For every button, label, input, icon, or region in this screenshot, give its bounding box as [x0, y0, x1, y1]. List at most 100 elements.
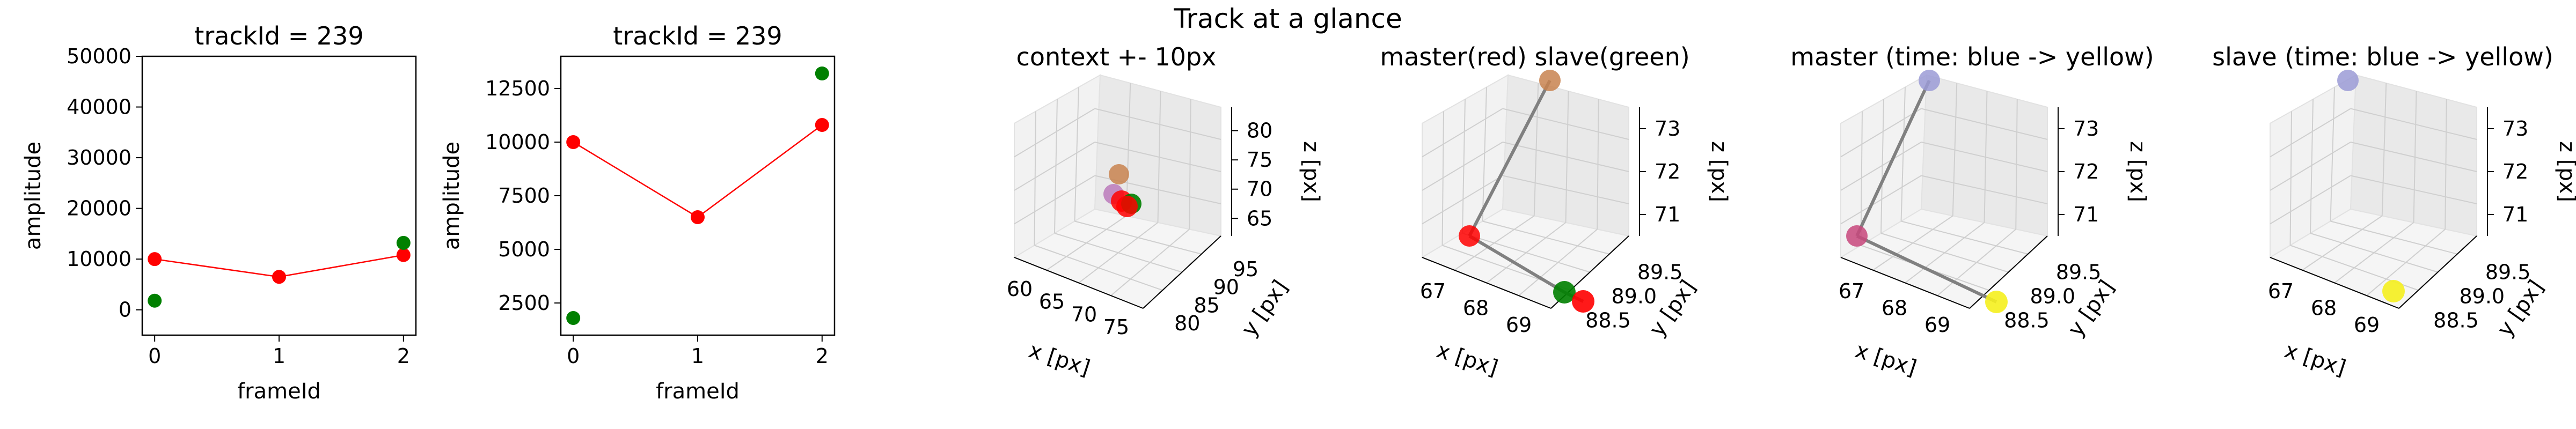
y-tick-label: 50000: [67, 45, 131, 68]
grid-line: [1518, 228, 1598, 297]
grid-line: [1597, 99, 1599, 230]
plot-frame: [560, 55, 836, 336]
grid-line: [1482, 87, 1487, 221]
x-axis-label: x [px]: [1852, 338, 1919, 381]
x-axis-line: [1014, 257, 1144, 309]
grid-line: [2413, 91, 2417, 223]
z-axis-label: z [px]: [1299, 141, 1323, 202]
grid-line: [1565, 91, 1569, 223]
x-tick-label: 0: [148, 344, 161, 368]
y-axis-label: amplitude: [21, 142, 46, 250]
grid-line: [2334, 222, 2414, 284]
x-tick-label: 69: [1924, 313, 1950, 337]
panel-title: trackId = 239: [194, 21, 363, 50]
z-tick-label: 72: [2502, 160, 2528, 183]
grid-line: [2310, 99, 2314, 234]
grid-line: [1984, 91, 1988, 223]
grid-line: [1880, 99, 1884, 234]
x-tick-label: 70: [1071, 302, 1097, 326]
y-axis-label: y [px]: [1237, 276, 1293, 341]
x-axis-label: frameId: [656, 379, 740, 404]
y-tick-label: 10000: [67, 247, 131, 271]
y-tick-label: 88.5: [2433, 309, 2479, 332]
grid-line: [1840, 175, 1922, 225]
track-segment: [1468, 79, 1552, 237]
data-point: [1846, 225, 1868, 247]
y-tick-label: 20000: [67, 197, 131, 220]
x-axis-label: frameId: [237, 379, 321, 404]
x-tick-label: 69: [1506, 313, 1532, 337]
z-tick-label: 75: [1247, 148, 1272, 172]
z-tick-label: 71: [1655, 203, 1680, 226]
data-point: [566, 135, 581, 149]
x-tick-label: 2: [816, 344, 829, 368]
grid-line: [1422, 142, 1503, 191]
grid-line: [1502, 175, 1629, 204]
grid-line: [1921, 108, 2048, 140]
y-axis-line: [1143, 235, 1221, 309]
chart-panel-2: trackId = 239 0 1 2 2500 5000 7500 10000 12500 fr…: [440, 21, 836, 404]
y-tick-label: 12500: [485, 77, 550, 100]
data-point: [2382, 280, 2405, 302]
data-point: [1109, 164, 1129, 184]
y-tick-label: 7500: [498, 184, 550, 208]
x-axis-line: [1840, 257, 1970, 309]
y-axis-line: [2398, 235, 2477, 309]
grid-line: [2270, 108, 2351, 158]
x-axis-line: [2270, 257, 2399, 309]
data-point: [815, 118, 829, 132]
grid-line: [1921, 142, 2048, 172]
grid-line: [1840, 142, 1922, 191]
x-tick-label: 67: [1839, 279, 1864, 303]
grid-line: [1074, 220, 1202, 255]
z-tick-label: 72: [2073, 160, 2099, 183]
grid-line: [1074, 87, 1079, 221]
panel-title: master(red) slave(green): [1380, 42, 1689, 71]
plot-frame: [141, 55, 417, 336]
data-point: [396, 235, 411, 250]
data-point: [1459, 225, 1480, 247]
data-point: [1985, 291, 2008, 313]
y-tick-label: 5000: [498, 238, 550, 261]
grid-line: [1921, 175, 2048, 204]
data-point: [1553, 281, 1576, 304]
grid-line: [2330, 220, 2458, 255]
grid-line: [1094, 142, 1221, 172]
z-axis-label: z [px]: [2555, 141, 2576, 202]
y-tick-label: 89.0: [2460, 285, 2505, 308]
grid-line: [1840, 108, 1922, 158]
x-tick-label: 68: [1463, 297, 1489, 320]
z-tick-label: 70: [1247, 177, 1272, 201]
data-point: [2337, 70, 2359, 91]
grid-line: [2350, 175, 2477, 204]
data-point: [148, 293, 162, 308]
chart-panel-1: trackId = 239 0 1 2 0 10000 20000 30000 40000 500…: [21, 21, 417, 404]
x-tick-label: 68: [1882, 297, 1907, 320]
y-tick-label: 2500: [498, 291, 550, 315]
data-point: [691, 210, 705, 224]
x-tick-label: 2: [397, 344, 410, 368]
z-tick-label: 65: [1247, 206, 1272, 230]
data-point: [396, 248, 411, 262]
y-tick-label: 88.5: [2004, 309, 2050, 332]
data-point: [1919, 70, 1940, 91]
grid-line: [1905, 222, 1985, 284]
grid-line: [1937, 228, 2016, 297]
grid-line: [2270, 175, 2351, 225]
grid-line: [1486, 222, 1567, 284]
data-point: [1539, 70, 1561, 91]
z-axis-label: z [px]: [2125, 141, 2150, 202]
grid-line: [1900, 87, 1906, 221]
z-tick-label: 73: [2073, 117, 2099, 140]
chart-panel-4: master(red) slave(green) 71 72 73 z [px] 67 68…: [1380, 42, 1731, 381]
track-segment: [1855, 79, 1931, 237]
y-axis-label: amplitude: [440, 142, 464, 250]
grid-line: [1110, 228, 1190, 297]
x-tick-label: 0: [567, 344, 580, 368]
data-point: [1116, 196, 1138, 217]
grid-line: [2366, 228, 2446, 297]
grid-line: [2350, 108, 2477, 140]
grid-line: [2015, 99, 2018, 230]
